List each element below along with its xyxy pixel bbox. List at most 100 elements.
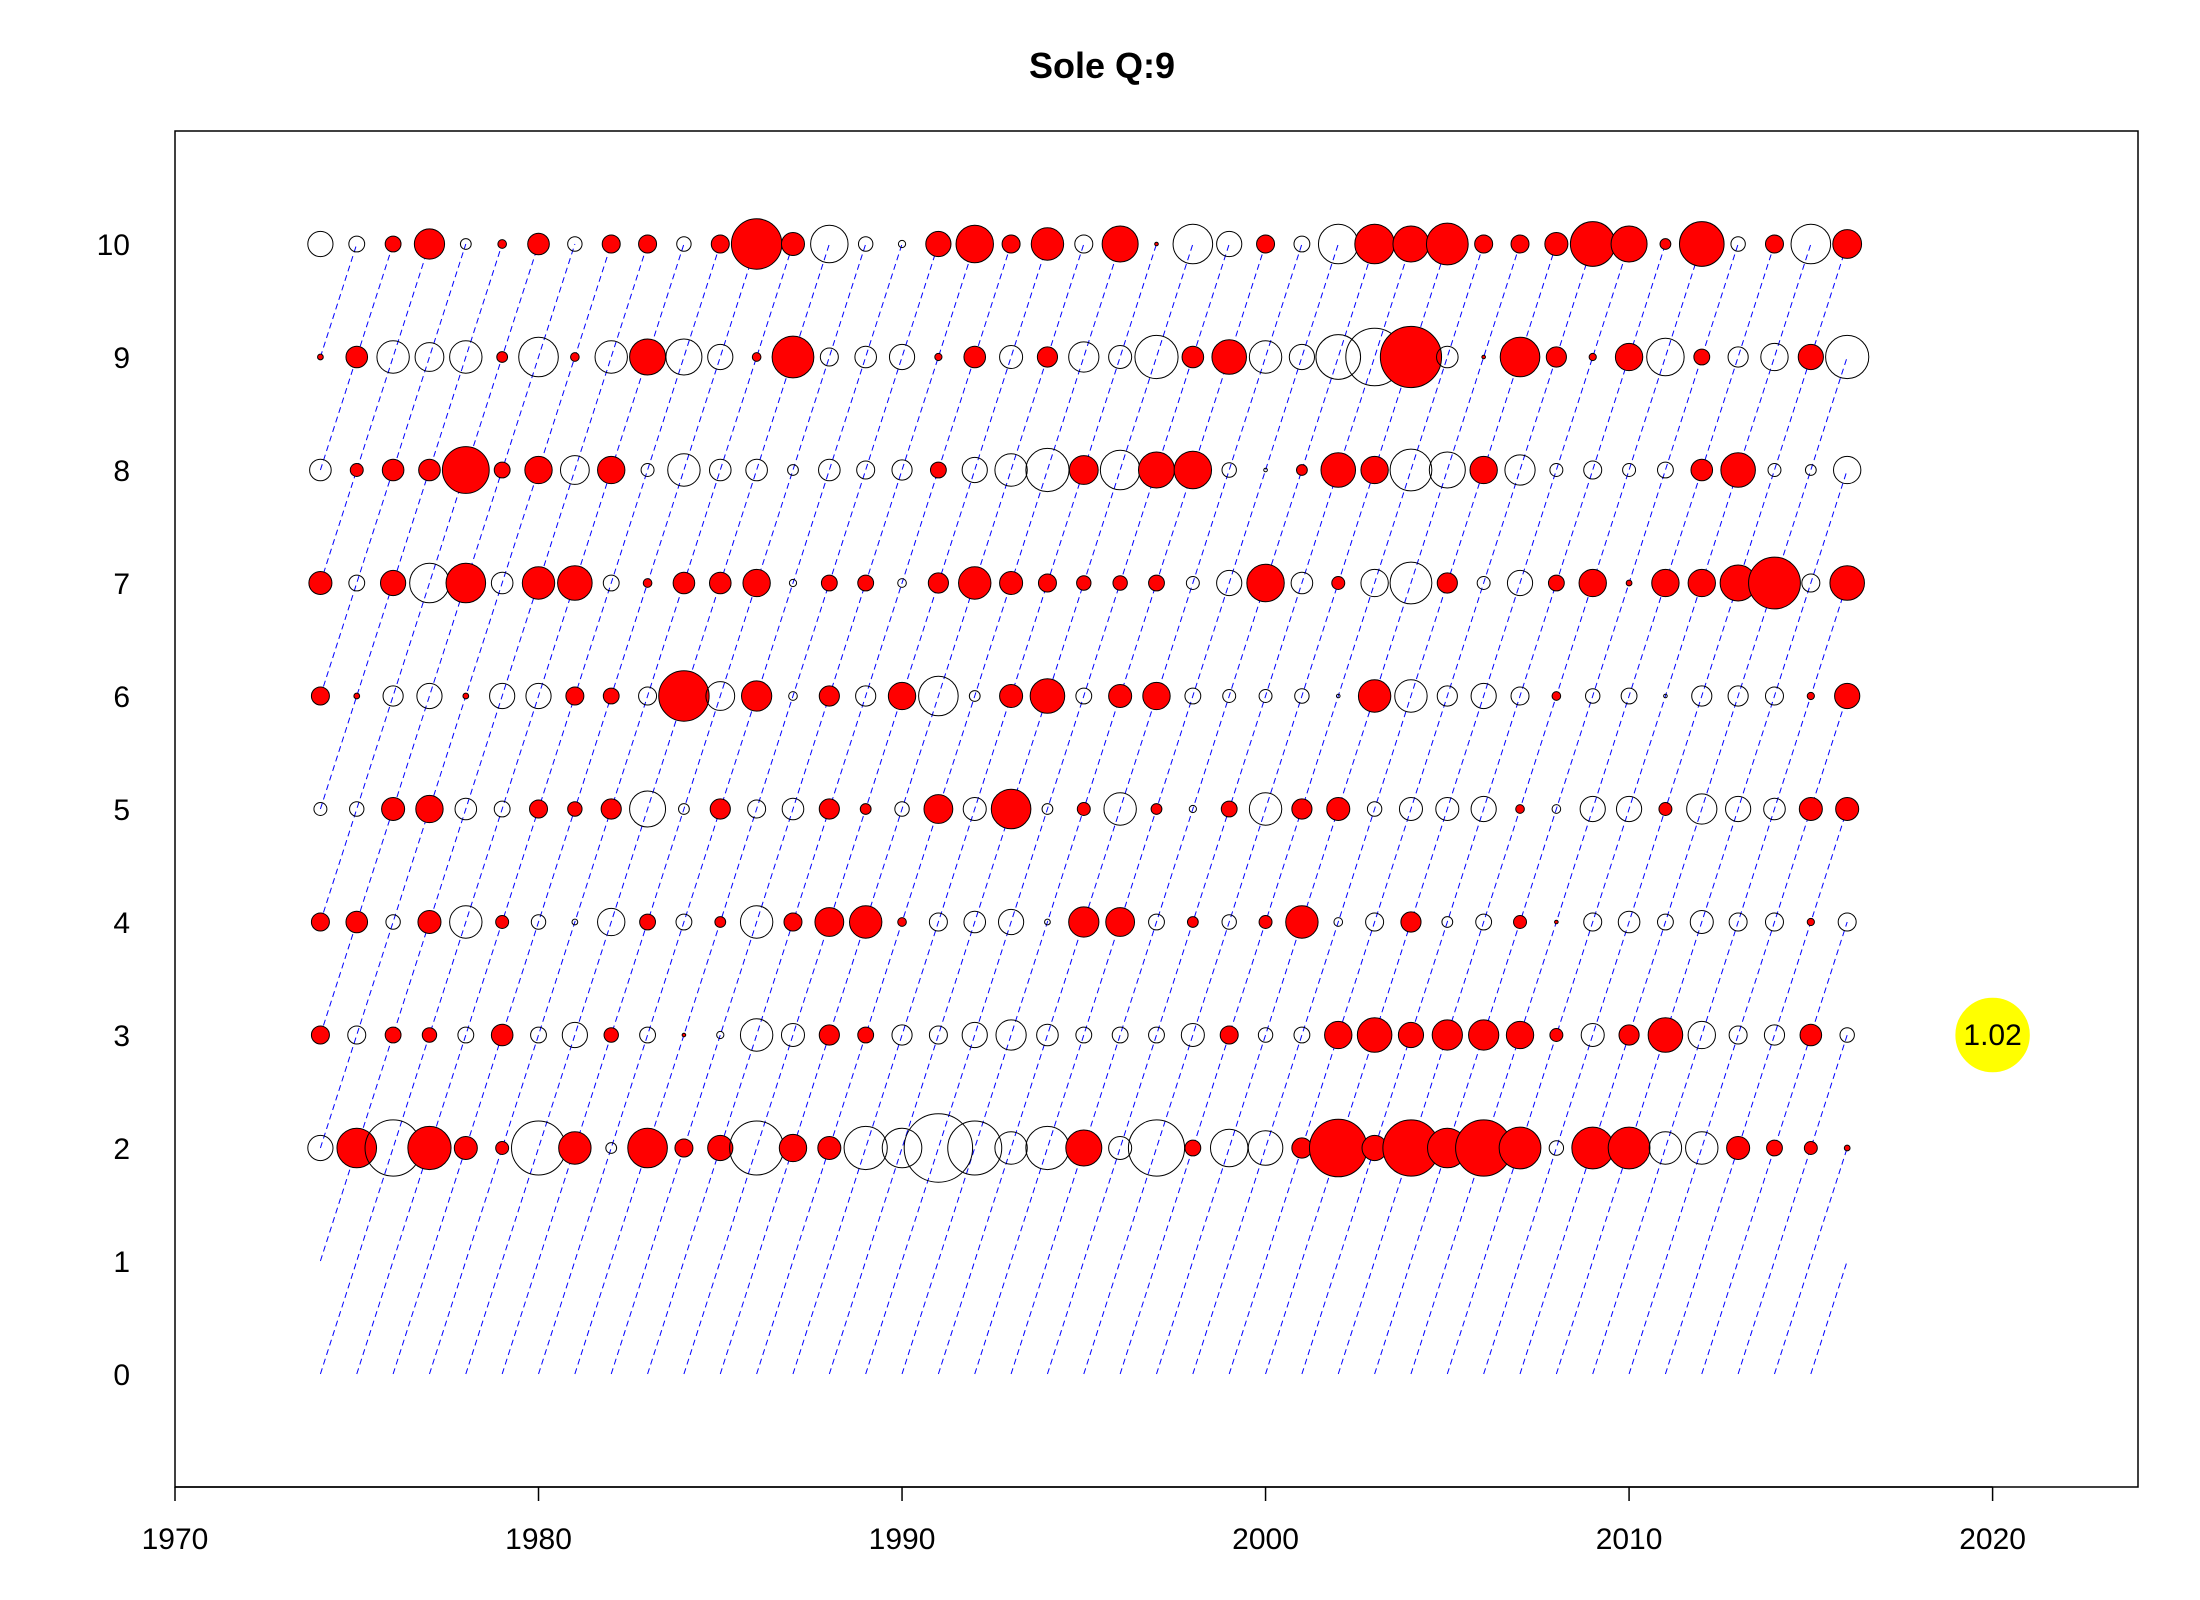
residual-bubble (1221, 914, 1237, 930)
residual-bubble (1263, 467, 1268, 473)
residual-bubble (567, 236, 583, 252)
residual-bubble (530, 914, 547, 930)
residual-bubble (384, 1026, 402, 1044)
residual-bubble (788, 691, 798, 701)
residual-bubble (567, 801, 583, 817)
residual-bubble (1764, 686, 1784, 706)
residual-bubble (745, 458, 768, 482)
residual-bubble (1571, 1126, 1615, 1170)
residual-bubble (1549, 1028, 1564, 1042)
residual-bubble (1764, 912, 1784, 932)
residual-bubble (1108, 683, 1133, 709)
residual-bubble (1296, 464, 1308, 476)
residual-bubble (1583, 912, 1603, 932)
residual-bubble (1646, 337, 1685, 377)
residual-bubble (1441, 916, 1454, 928)
residual-bubble (1806, 917, 1815, 927)
residual-bubble (384, 235, 402, 253)
residual-bubble (313, 802, 328, 816)
residual-bubble (495, 1141, 510, 1155)
residual-bubble (348, 235, 366, 253)
residual-bubble (1394, 679, 1428, 713)
residual-bubble (1549, 463, 1564, 477)
residual-bubble (1760, 342, 1789, 372)
residual-bubble (1220, 800, 1238, 818)
residual-bubble (1833, 455, 1862, 485)
residual-bubble (1766, 1139, 1783, 1157)
residual-bubble (1843, 1144, 1851, 1152)
residual-bubble (381, 796, 406, 822)
residual-bubble (994, 453, 1028, 487)
residual-bubble (527, 232, 550, 256)
residual-bubble (1798, 796, 1823, 822)
residual-bubble (928, 912, 948, 932)
residual-bubble (1832, 229, 1863, 259)
residual-bubble (1285, 905, 1319, 939)
residual-bubble (672, 571, 696, 595)
residual-bubble (1333, 917, 1344, 927)
residual-bubble (1615, 795, 1643, 823)
residual-bubble (730, 218, 783, 270)
residual-bubble (1389, 448, 1433, 492)
cohort-line (1410, 243, 1775, 1375)
cohort-line (1228, 243, 1594, 1375)
residual-bubble (629, 338, 667, 376)
residual-bubble (1607, 1126, 1651, 1170)
residual-bubble (771, 335, 815, 379)
residual-bubble (1551, 691, 1562, 701)
residual-bubble (747, 799, 767, 819)
residual-bubble (1392, 225, 1430, 263)
residual-bubble (530, 1026, 547, 1044)
residual-bubble (1728, 912, 1748, 932)
residual-bubble (449, 905, 483, 939)
x-tick-label: 1970 (142, 1523, 209, 1556)
residual-bubble (928, 1025, 948, 1045)
residual-bubble (1331, 576, 1346, 590)
residual-bubble (449, 340, 483, 374)
residual-bubble (1547, 574, 1565, 592)
residual-bubble (376, 340, 410, 374)
residual-bubble (1247, 1130, 1284, 1166)
residual-bubble (597, 907, 626, 937)
residual-bubble (961, 1021, 988, 1049)
residual-bubble (571, 918, 579, 926)
residual-bubble (1335, 693, 1341, 699)
residual-bubble (457, 1026, 475, 1044)
cohort-line (1592, 582, 1848, 1375)
residual-bubble (497, 239, 507, 249)
residual-bubble (1030, 227, 1065, 261)
residual-bubble (1622, 463, 1637, 477)
residual-bubble (1112, 575, 1128, 591)
residual-bubble (1308, 1118, 1368, 1178)
residual-bubble (418, 458, 441, 482)
cohort-line (1192, 243, 1557, 1375)
cohort-line (465, 243, 830, 1375)
residual-bubble (918, 675, 959, 717)
residual-bubble (1105, 907, 1136, 937)
cohort-line (1555, 469, 1848, 1375)
residual-bubble (600, 798, 622, 820)
residual-bubble (1076, 575, 1092, 591)
residual-bubble (638, 686, 658, 706)
residual-bubble (1764, 234, 1784, 254)
residual-bubble (493, 461, 511, 479)
cohort-line (610, 243, 976, 1375)
residual-bubble (336, 1127, 378, 1169)
residual-bubble (521, 566, 556, 600)
residual-bubble (788, 578, 798, 588)
residual-bubble (1748, 556, 1801, 610)
residual-bubble (639, 1026, 656, 1044)
residual-bubble (1436, 572, 1458, 594)
residual-bubble (1470, 795, 1497, 823)
residual-bubble (459, 238, 472, 250)
cohort-line (319, 243, 467, 697)
residual-bubble (1658, 802, 1673, 816)
residual-bubble (415, 794, 444, 824)
x-tick-label: 1990 (869, 1523, 936, 1556)
residual-bubble (1829, 565, 1865, 601)
residual-bubble (310, 912, 330, 932)
residual-bubble (441, 446, 490, 494)
residual-bubble (963, 910, 987, 934)
